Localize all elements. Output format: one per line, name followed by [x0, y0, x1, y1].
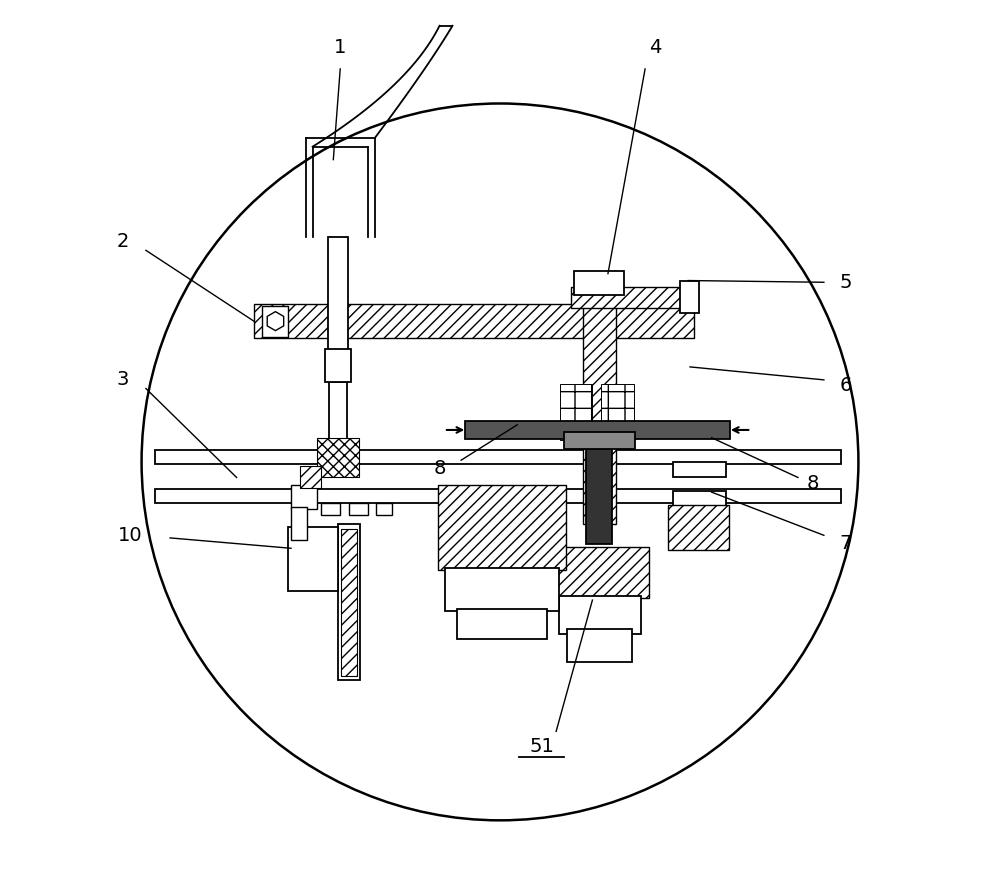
- Bar: [583, 294, 616, 524]
- Bar: [321, 502, 340, 514]
- Text: 10: 10: [118, 526, 143, 545]
- Bar: [564, 432, 635, 449]
- Text: 5: 5: [839, 273, 852, 292]
- Bar: [288, 527, 338, 591]
- Bar: [601, 385, 634, 440]
- Text: 2: 2: [116, 232, 129, 251]
- Bar: [349, 502, 368, 514]
- Bar: [341, 529, 357, 676]
- Bar: [291, 485, 317, 509]
- Bar: [465, 421, 730, 439]
- Bar: [262, 305, 288, 337]
- Bar: [329, 382, 347, 439]
- Bar: [574, 271, 624, 296]
- Bar: [376, 502, 392, 514]
- Bar: [550, 548, 649, 597]
- Bar: [559, 596, 641, 634]
- Text: 51: 51: [529, 738, 554, 756]
- Text: 8: 8: [806, 474, 819, 493]
- Bar: [445, 569, 559, 611]
- Polygon shape: [267, 311, 284, 330]
- Bar: [300, 467, 321, 487]
- Bar: [155, 488, 841, 502]
- Bar: [586, 445, 612, 544]
- Text: 4: 4: [649, 37, 662, 57]
- Bar: [338, 524, 360, 679]
- Bar: [680, 282, 699, 313]
- Bar: [673, 462, 726, 478]
- Text: 3: 3: [116, 371, 129, 390]
- Bar: [155, 450, 841, 464]
- Bar: [325, 349, 351, 382]
- Bar: [571, 287, 687, 308]
- Bar: [438, 485, 566, 570]
- Bar: [673, 491, 726, 507]
- Bar: [317, 438, 359, 478]
- Bar: [560, 385, 592, 440]
- Circle shape: [142, 104, 858, 821]
- Bar: [291, 507, 307, 540]
- Text: 1: 1: [334, 37, 346, 57]
- Bar: [254, 303, 694, 338]
- Bar: [567, 630, 632, 662]
- Bar: [328, 237, 348, 351]
- Bar: [457, 609, 547, 639]
- Text: 8: 8: [433, 460, 446, 479]
- Text: 7: 7: [839, 535, 852, 554]
- Text: 6: 6: [839, 377, 852, 395]
- Bar: [668, 505, 729, 550]
